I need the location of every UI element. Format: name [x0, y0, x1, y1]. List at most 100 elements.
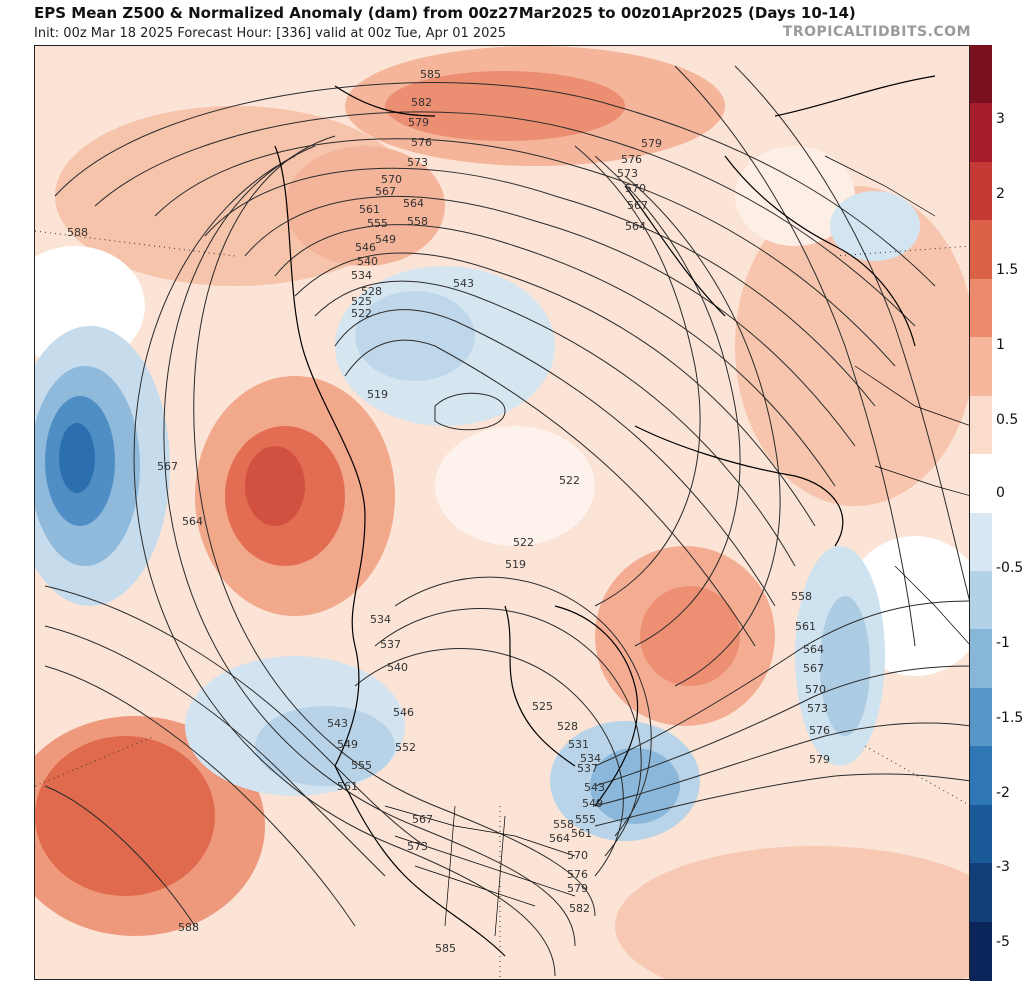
contour-label: 546 [355, 241, 376, 254]
contour-label: 570 [805, 683, 826, 696]
contour-label: 564 [625, 220, 646, 233]
contour-label: 567 [157, 460, 178, 473]
contour-label: 525 [351, 295, 372, 308]
colorbar-segment [970, 687, 992, 747]
colorbar-tick-label: -3 [996, 859, 1010, 875]
colorbar-segment [970, 220, 992, 280]
contour-label: 576 [621, 153, 642, 166]
contour-label: 558 [791, 590, 812, 603]
contour-label: 579 [641, 137, 662, 150]
colorbar-segment [970, 454, 992, 513]
contour-label: 522 [351, 307, 372, 320]
contour-label: 564 [803, 643, 824, 656]
contour-label: 567 [412, 813, 433, 826]
contour-label: 579 [567, 882, 588, 895]
colorbar-segment [970, 804, 992, 864]
contour-label: 561 [571, 827, 592, 840]
chart-title: EPS Mean Z500 & Normalized Anomaly (dam)… [34, 4, 856, 22]
contour-label: 561 [337, 780, 358, 793]
coastlines [274, 75, 936, 957]
colorbar-segment [970, 161, 992, 221]
colorbar-tick-label: -1.5 [996, 710, 1024, 726]
contour-label: 558 [553, 818, 574, 831]
contour-label: 585 [435, 942, 456, 955]
contour-label: 537 [577, 762, 598, 775]
contour-label: 567 [375, 185, 396, 198]
contour-label: 546 [393, 706, 414, 719]
contour-label: 525 [532, 700, 553, 713]
contour-label: 579 [408, 116, 429, 129]
colorbar-segment [970, 45, 992, 104]
graticule [35, 230, 969, 979]
colorbar-segment [970, 103, 992, 163]
contour-label: 582 [569, 902, 590, 915]
colorbar-tick-label: 0 [996, 485, 1005, 501]
contour-label: 582 [411, 96, 432, 109]
colorbar-tick-label: -5 [996, 934, 1010, 950]
colorbar-segment [970, 921, 992, 981]
contour-label: 564 [549, 832, 570, 845]
contour-label: 558 [407, 215, 428, 228]
colorbar-tick-label: 1.5 [996, 262, 1019, 278]
contour-label: 573 [807, 702, 828, 715]
contour-labels: 585 582 579 576 573 570 567 564 561 558 … [67, 68, 830, 955]
contour-label: 585 [420, 68, 441, 81]
map-panel: 585 582 579 576 573 570 567 564 561 558 … [34, 45, 970, 980]
contour-label: 573 [407, 840, 428, 853]
contour-label: 552 [395, 741, 416, 754]
brand-watermark: TROPICALTIDBITS.COM [782, 24, 971, 40]
colorbar-segment [970, 746, 992, 806]
contour-label: 534 [580, 752, 601, 765]
contour-label: 534 [351, 269, 372, 282]
contour-label: 567 [803, 662, 824, 675]
contour-label: 576 [567, 868, 588, 881]
contour-label: 588 [67, 226, 88, 239]
contour-label: 570 [625, 182, 646, 195]
contour-label: 537 [380, 638, 401, 651]
contour-label: 555 [367, 217, 388, 230]
colorbar-tick-label: -2 [996, 785, 1010, 801]
contour-label: 540 [387, 661, 408, 674]
colorbar-tick-label: 0.5 [996, 412, 1019, 428]
contour-label: 576 [809, 724, 830, 737]
warm-anomaly-regions [35, 46, 969, 979]
contour-label: 564 [182, 515, 203, 528]
contour-label: 567 [627, 199, 648, 212]
colorbar-segment [970, 863, 992, 923]
contour-label: 543 [327, 717, 348, 730]
contour-label: 555 [351, 759, 372, 772]
contour-label: 549 [582, 797, 603, 810]
contour-label: 519 [367, 388, 388, 401]
colorbar-tick-label: -0.5 [996, 560, 1024, 576]
contour-label: 519 [505, 558, 526, 571]
contour-label: 543 [584, 781, 605, 794]
contour-label: 561 [795, 620, 816, 633]
colorbar-segment [970, 512, 992, 572]
contour-label: 579 [809, 753, 830, 766]
contour-label: 528 [361, 285, 382, 298]
colorbar-tick-label: 3 [996, 111, 1005, 127]
colorbar [970, 45, 992, 981]
contour-label: 522 [559, 474, 580, 487]
contour-label: 588 [178, 921, 199, 934]
contour-label: 576 [411, 136, 432, 149]
borders [384, 155, 969, 937]
contour-label: 531 [568, 738, 589, 751]
contour-label: 543 [453, 277, 474, 290]
contour-label: 561 [359, 203, 380, 216]
contour-label: 522 [513, 536, 534, 549]
cool-anomaly-regions [35, 191, 920, 841]
colorbar-tick-label: -1 [996, 635, 1010, 651]
contour-label: 570 [381, 173, 402, 186]
contour-label: 549 [337, 738, 358, 751]
contour-label: 555 [575, 813, 596, 826]
contour-label: 534 [370, 613, 391, 626]
contour-label: 564 [403, 197, 424, 210]
chart-subtitle: Init: 00z Mar 18 2025 Forecast Hour: [33… [34, 26, 506, 41]
contour-label: 540 [357, 255, 378, 268]
colorbar-tick-label: 1 [996, 337, 1005, 353]
contour-label: 528 [557, 720, 578, 733]
anomaly-map: 585 582 579 576 573 570 567 564 561 558 … [35, 46, 969, 979]
contour-label: 549 [375, 233, 396, 246]
contour-label: 573 [617, 167, 638, 180]
